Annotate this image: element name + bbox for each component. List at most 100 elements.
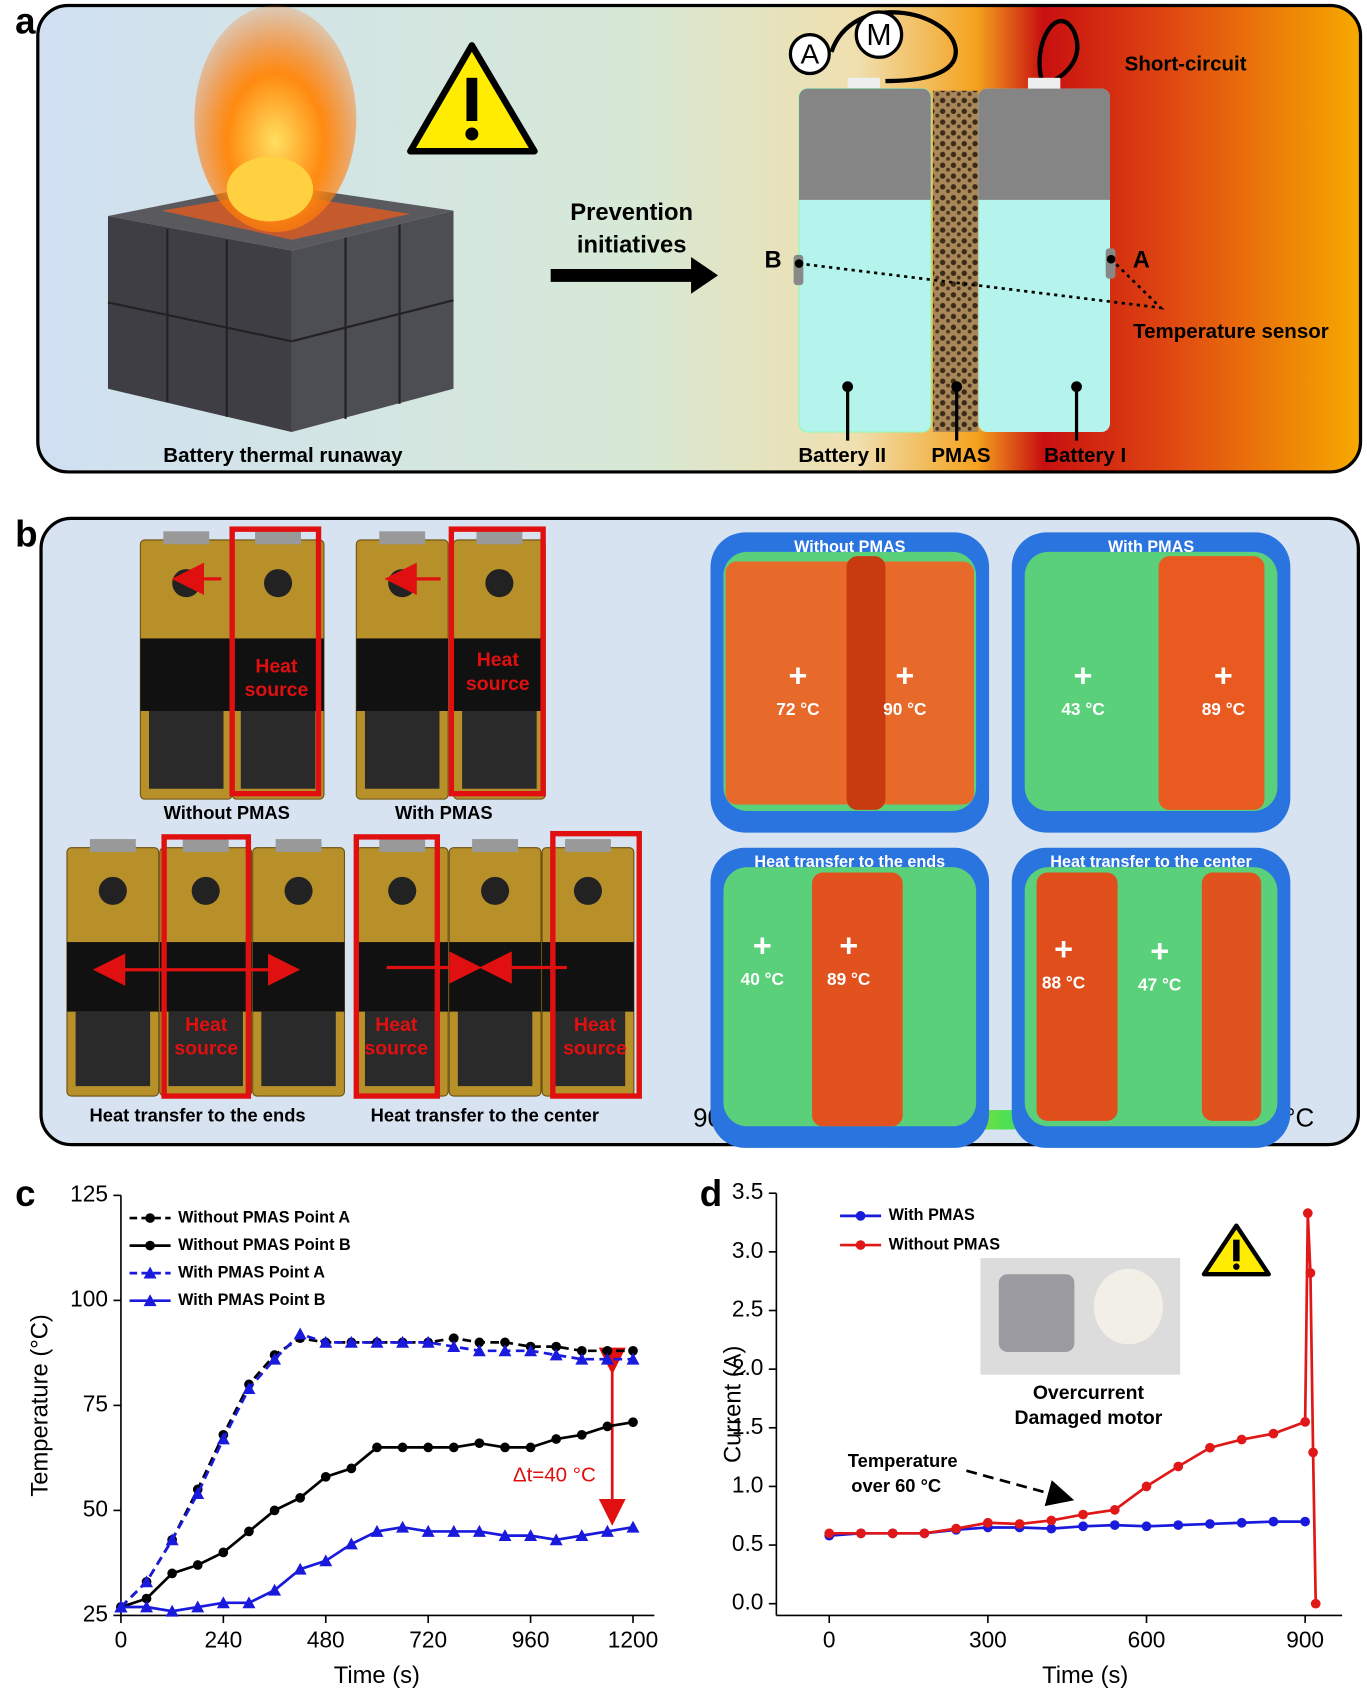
photo-caption: With PMAS [395,802,493,823]
battery-band [140,638,233,711]
battery-label [364,710,440,789]
data-point [602,1421,613,1432]
data-point [319,1335,333,1348]
data-point [295,1492,306,1503]
data-point [549,1348,563,1361]
data-point [1268,1428,1279,1439]
legend-label: With PMAS Point B [178,1291,325,1309]
thermal-hot [1201,872,1262,1121]
data-point [140,1600,154,1613]
data-point [1305,1268,1316,1278]
data-point [167,1568,178,1579]
battery-band [232,638,324,711]
motor: M [866,19,891,52]
data-point [549,1533,563,1546]
battery-mark [573,876,602,905]
y-tick-label: 2.5 [732,1295,764,1321]
x-tick-label: 720 [409,1626,447,1652]
data-point [448,1442,459,1453]
photo-caption: Without PMAS [164,802,290,823]
battery-mark [284,876,313,905]
battery-label [75,1011,151,1087]
y-tick-label: 3.5 [732,1178,764,1204]
photo-caption: Heat transfer to the center [371,1104,599,1125]
battery-label [462,710,537,789]
panel-label: b [15,513,37,554]
heat-label: source [364,1038,428,1060]
arrow-text: Prevention [570,199,693,226]
y-tick-label: 2.0 [732,1354,764,1380]
legend-label: With PMAS [889,1206,975,1224]
data-point [447,1340,461,1352]
crosshair: + [895,658,914,694]
data-point [165,1533,179,1546]
battery-label [261,1011,336,1087]
point: B [765,247,782,274]
data-point [268,1352,282,1365]
x-tick-label: 960 [512,1626,550,1652]
data-point [951,1523,962,1534]
data-point [1078,1521,1088,1532]
battery-label [364,1011,440,1087]
temperature-reading: 40 °C [741,969,784,989]
thermal-title: With PMAS [1108,538,1194,556]
thermal-hot [1036,872,1118,1121]
data-point [1046,1523,1057,1534]
data-point [370,1335,384,1348]
data-point [472,1524,486,1537]
data-point [244,1526,254,1537]
label: Short-circuit [1125,52,1247,75]
data-point [269,1505,280,1516]
x-tick-label: 0 [115,1626,128,1652]
data-point [602,1345,613,1356]
battery-top [182,839,229,853]
data-point [268,1583,282,1596]
battery-top [163,531,210,545]
temperature-reading: 89 °C [1202,699,1245,719]
panel-label: c [15,1173,35,1214]
x-tick-label: 240 [204,1626,242,1652]
point: A [1133,247,1150,274]
y-axis-label: Temperature (°C) [26,1314,53,1496]
y-tick-label: 125 [70,1180,108,1206]
label: Battery I [1044,444,1126,467]
x-tick-label: 1200 [608,1626,658,1652]
x-tick-label: 480 [307,1626,345,1652]
battery-mark [172,569,201,598]
battery-band [356,638,449,711]
data-point [887,1528,898,1539]
motor-photo [980,1223,1271,1375]
battery-top [255,531,301,545]
arrow-text: initiatives [577,232,687,259]
flame [194,5,357,233]
battery-band [159,942,252,1012]
data-point [421,1524,435,1537]
data-point [372,1442,382,1453]
battery-top [476,531,523,545]
data-point [575,1352,589,1365]
battery-mark [481,876,510,905]
heat-label: Heat [255,656,298,678]
data-point [628,1417,638,1428]
x-axis-label: Time (s) [334,1662,420,1689]
y-tick-label: 50 [83,1495,108,1521]
battery-mark [485,569,514,598]
y-tick-label: 0.0 [732,1589,764,1615]
battery-band [449,942,541,1012]
battery-band [66,942,159,1012]
battery-mark [98,876,127,905]
crosshair: + [1054,931,1073,967]
crosshair: + [788,658,807,694]
panel-label: d [700,1173,722,1214]
x-tick-label: 0 [823,1626,836,1652]
data-point [1302,1208,1313,1219]
data-point [1236,1517,1247,1528]
data-point [165,1604,179,1617]
battery-top [89,839,136,853]
x-tick-label: 600 [1128,1626,1166,1652]
data-point [1205,1442,1215,1453]
thermal-title: Without PMAS [794,538,906,556]
data-point [143,1294,157,1307]
y-axis-label: Current (A) [720,1346,747,1463]
